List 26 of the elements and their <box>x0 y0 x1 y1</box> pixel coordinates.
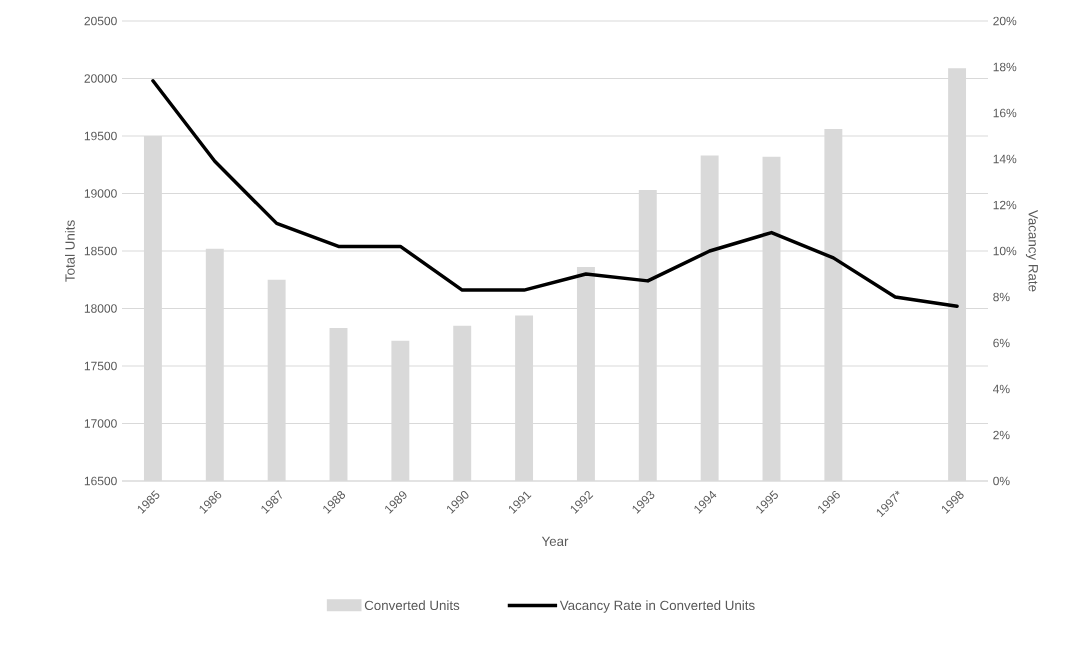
y-tick-label: 19500 <box>84 131 117 141</box>
y2-tick-label: 4% <box>992 384 1010 394</box>
y-tick-label: 19000 <box>84 189 117 198</box>
y2-tick-label: 6% <box>993 338 1010 348</box>
line-series <box>151 79 959 308</box>
y-tick-label: 20000 <box>84 74 117 83</box>
y-axis-title: Total Units <box>64 220 75 282</box>
x-axis-title: Year <box>541 536 569 547</box>
y2-tick-label: 16% <box>993 108 1017 118</box>
y-tick-label: 17000 <box>84 419 117 428</box>
y2-tick-label: 18% <box>993 62 1017 72</box>
y2-tick-label: 20% <box>993 16 1017 26</box>
y2-tick-label: 8% <box>993 292 1010 302</box>
y-tick-label: 20500 <box>84 16 117 26</box>
y-tick-label: 17500 <box>84 361 117 371</box>
y2-tick-label: 10% <box>993 246 1017 256</box>
y2-tick-label: 12% <box>993 200 1017 210</box>
y2-tick-label: 0% <box>993 476 1010 486</box>
y-tick-label: 18500 <box>84 246 117 256</box>
y2-tick-label: 2% <box>993 430 1010 440</box>
y-tick-label: 16500 <box>84 476 117 486</box>
legend-label: Vacancy Rate in Converted Units <box>559 600 755 613</box>
y2-axis-title: Vacancy Rate <box>1025 210 1038 292</box>
y-tick-label: 18000 <box>84 304 117 313</box>
y2-tick-label: 14% <box>993 154 1017 164</box>
legend-label: Converted Units <box>364 600 460 611</box>
